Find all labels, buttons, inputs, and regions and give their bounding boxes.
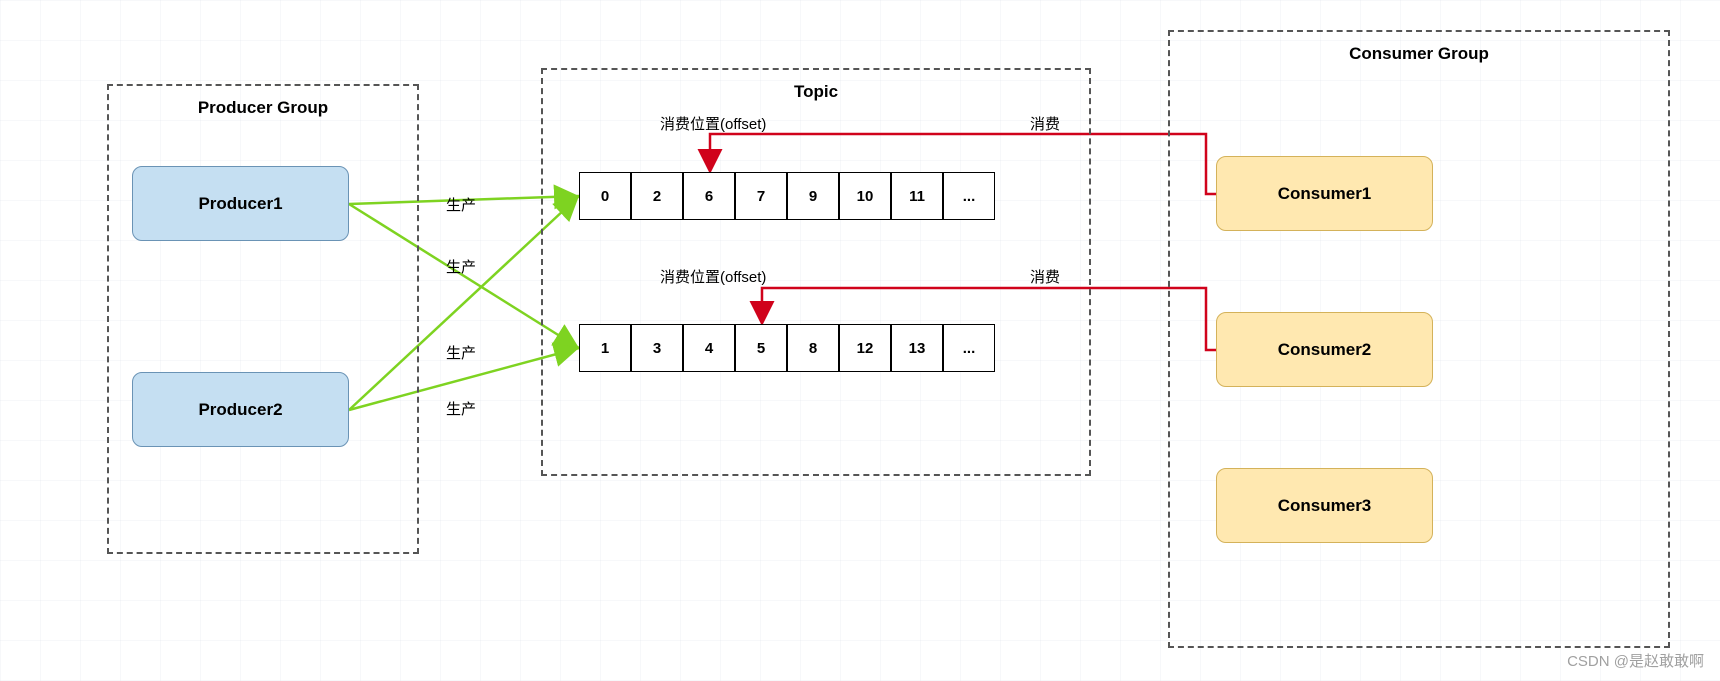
queue-2-cell-6: 13: [891, 324, 943, 372]
queue-1-cell-7: ...: [943, 172, 995, 220]
queue-1-cell-1: 2: [631, 172, 683, 220]
queue-2-cell-5: 12: [839, 324, 891, 372]
queue-1-cell-6: 11: [891, 172, 943, 220]
produce-label-2: 生产: [446, 256, 476, 277]
queue-1-cell-4: 9: [787, 172, 839, 220]
queue-1-cell-0: 0: [579, 172, 631, 220]
topic-group-title: Topic: [794, 82, 838, 102]
queue-1: 026791011...: [579, 172, 995, 220]
consumer-node-2: Consumer2: [1216, 312, 1433, 387]
watermark-text: CSDN @是赵敢敢啊: [1567, 650, 1704, 671]
produce-label-3: 生产: [446, 342, 476, 363]
queue-1-cell-2: 6: [683, 172, 735, 220]
consume-label-1: 消费: [1030, 113, 1060, 134]
producer-node-2: Producer2: [132, 372, 349, 447]
produce-label-4: 生产: [446, 398, 476, 419]
queue-2-cell-2: 4: [683, 324, 735, 372]
producer-group-box: Producer Group: [107, 84, 419, 554]
produce-label-1: 生产: [446, 194, 476, 215]
queue-2-cell-4: 8: [787, 324, 839, 372]
queue-2-cell-3: 5: [735, 324, 787, 372]
queue-2: 134581213...: [579, 324, 995, 372]
consumer-group-title: Consumer Group: [1349, 44, 1489, 64]
offset-label-1: 消费位置(offset): [660, 113, 766, 134]
consumer-node-1: Consumer1: [1216, 156, 1433, 231]
queue-2-cell-7: ...: [943, 324, 995, 372]
consume-label-2: 消费: [1030, 266, 1060, 287]
offset-label-2: 消费位置(offset): [660, 266, 766, 287]
queue-2-cell-1: 3: [631, 324, 683, 372]
queue-2-cell-0: 1: [579, 324, 631, 372]
producer-node-1: Producer1: [132, 166, 349, 241]
topic-group-box: Topic: [541, 68, 1091, 476]
queue-1-cell-3: 7: [735, 172, 787, 220]
producer-group-title: Producer Group: [198, 98, 328, 118]
queue-1-cell-5: 10: [839, 172, 891, 220]
consumer-node-3: Consumer3: [1216, 468, 1433, 543]
